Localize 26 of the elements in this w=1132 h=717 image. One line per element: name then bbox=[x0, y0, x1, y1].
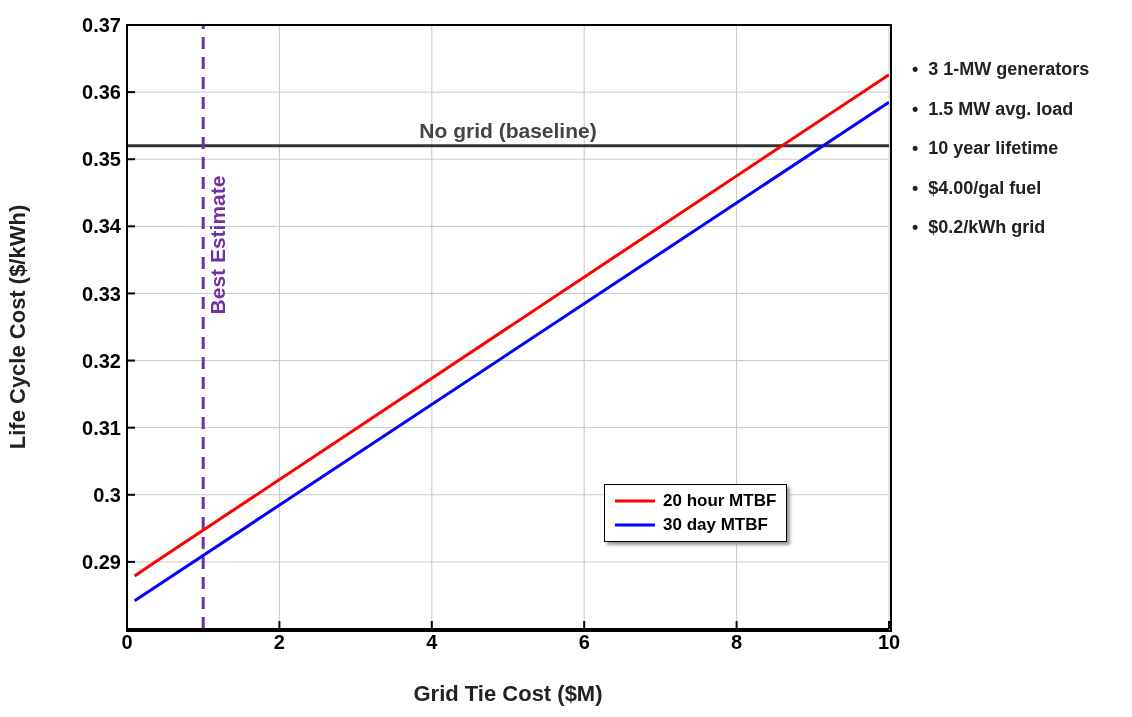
y-tick-label: 0.35 bbox=[82, 148, 121, 171]
x-tick-label: 0 bbox=[121, 631, 133, 654]
y-tick-label: 0.33 bbox=[82, 282, 121, 305]
y-tick-label: 0.37 bbox=[82, 14, 121, 37]
y-tick-label: 0.36 bbox=[82, 81, 121, 104]
ref-line-label: No grid (baseline) bbox=[419, 118, 597, 142]
x-tick-label: 6 bbox=[578, 631, 590, 654]
x-tick-label: 8 bbox=[731, 631, 743, 654]
ref-line-label: Best Estimate bbox=[206, 175, 230, 315]
y-tick-label: 0.31 bbox=[82, 416, 121, 439]
legend-label: 30 day MTBF bbox=[663, 514, 768, 536]
legend-label: 20 hour MTBF bbox=[663, 490, 777, 512]
text: • 10 year lifetime bbox=[912, 137, 1060, 160]
y-tick-label: 0.32 bbox=[82, 349, 121, 372]
y-tick-label: 0.3 bbox=[93, 483, 121, 506]
x-tick-label: 4 bbox=[426, 631, 439, 654]
x-tick-label: 2 bbox=[273, 631, 285, 654]
text: • 1.5 MW avg. load bbox=[912, 97, 1075, 121]
y-axis-title: Life Cycle Cost ($/kWh) bbox=[4, 204, 30, 450]
y-tick-label: 0.29 bbox=[82, 550, 121, 573]
x-axis-title: Grid Tie Cost ($M) bbox=[413, 681, 603, 706]
text: • 3 1-MW generators bbox=[912, 58, 1090, 81]
text: • $0.2/kWh grid bbox=[912, 216, 1047, 239]
x-tick-label: 10 bbox=[877, 631, 901, 654]
text: • $4.00/gal fuel bbox=[912, 176, 1043, 200]
y-tick-label: 0.34 bbox=[82, 215, 122, 238]
